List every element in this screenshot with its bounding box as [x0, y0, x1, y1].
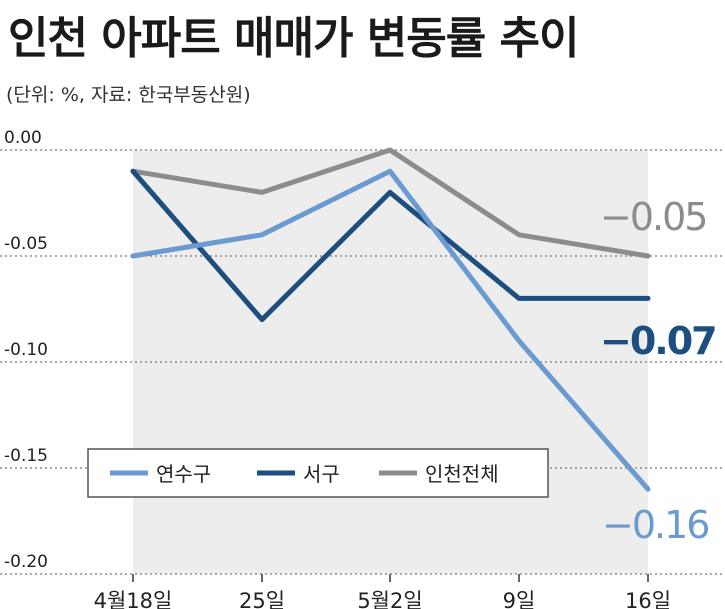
series-line-1: [130, 168, 651, 492]
legend-label: 인천전체: [425, 462, 499, 486]
end-labels: −0.16 −0.07 −0.05: [600, 195, 718, 547]
series-line-3: [130, 147, 651, 259]
end-label: −0.16: [602, 503, 708, 547]
x-axis: 4월18일 25일 5월2일 9일 16일: [94, 574, 671, 609]
series-line-2: [130, 168, 651, 323]
chart-title: 인천 아파트 매매가 변동률 추이: [8, 13, 580, 64]
y-tick-label: -0.05: [4, 234, 48, 254]
end-label: −0.07: [600, 319, 716, 363]
chart-subtitle: (단위: %, 자료: 한국부동산원): [6, 84, 251, 106]
legend: 연수구 서구 인천전체: [87, 448, 549, 498]
x-tick-label: 16일: [625, 589, 671, 609]
series-lines: [130, 147, 651, 492]
y-tick-label: 0.00: [4, 128, 42, 148]
legend-box: [87, 448, 549, 498]
legend-label: 연수구: [156, 462, 211, 486]
legend-label: 서구: [303, 462, 340, 486]
y-tick-label: -0.20: [4, 552, 48, 572]
x-tick-label: 5월2일: [357, 589, 422, 609]
x-tick-label: 9일: [503, 589, 536, 609]
x-tick-label: 4월18일: [94, 589, 173, 609]
x-tick-label: 25일: [239, 589, 285, 609]
y-tick-label: -0.10: [4, 340, 48, 360]
end-label: −0.05: [600, 195, 706, 239]
y-tick-label: -0.15: [4, 446, 48, 466]
